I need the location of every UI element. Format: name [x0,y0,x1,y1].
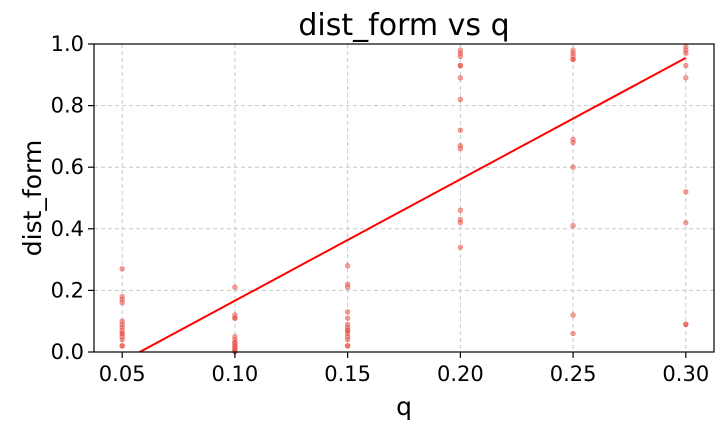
trendline-group [137,56,687,352]
data-point [457,75,464,81]
y-tick-label: 0.8 [51,94,84,118]
data-point [683,62,689,69]
x-axis-label: q [396,392,412,421]
x-tick-label: 0.10 [212,362,259,386]
data-point [570,330,576,337]
y-axis-label: dist_form [18,140,47,256]
y-axis-ticks: 0.0 0.2 0.4 0.6 0.8 1.0 [51,32,94,364]
data-point [344,343,351,349]
data-point [570,139,576,146]
x-tick-label: 0.20 [437,362,484,386]
data-point [683,321,689,327]
data-point [683,75,689,81]
x-tick-label: 0.30 [662,362,709,386]
data-point [344,309,351,315]
trendline [137,56,687,352]
data-point [344,263,351,269]
data-point [683,50,689,56]
grid [94,44,714,352]
y-tick-label: 1.0 [51,32,84,56]
data-point [457,62,464,69]
data-point [119,266,125,272]
plot-frame [93,43,715,353]
data-point [570,223,576,229]
data-points [119,44,689,355]
data-point [457,96,464,103]
data-point [344,336,351,343]
chart-title: dist_form vs q [298,8,509,43]
data-point [683,219,689,226]
y-tick-label: 0.0 [51,340,84,364]
x-tick-label: 0.05 [99,362,146,386]
data-point [457,219,464,226]
y-tick-label: 0.6 [51,155,84,179]
data-point [457,146,464,152]
data-point [570,164,576,170]
data-point [570,56,576,63]
y-tick-label: 0.2 [51,278,84,302]
data-point [232,315,238,321]
data-point [344,284,351,291]
data-point [457,244,464,250]
data-point [119,300,125,306]
data-point [570,312,576,318]
data-point [457,207,464,214]
x-tick-label: 0.15 [324,362,371,386]
data-point [232,284,238,291]
x-axis-ticks: 0.05 0.10 0.15 0.20 0.25 0.30 [99,352,709,386]
data-point [457,53,464,60]
data-point [683,189,689,195]
data-point [119,343,125,349]
data-point [457,127,464,133]
y-tick-label: 0.4 [51,217,84,241]
x-tick-label: 0.25 [550,362,597,386]
data-point [344,315,351,321]
data-point [119,336,125,343]
